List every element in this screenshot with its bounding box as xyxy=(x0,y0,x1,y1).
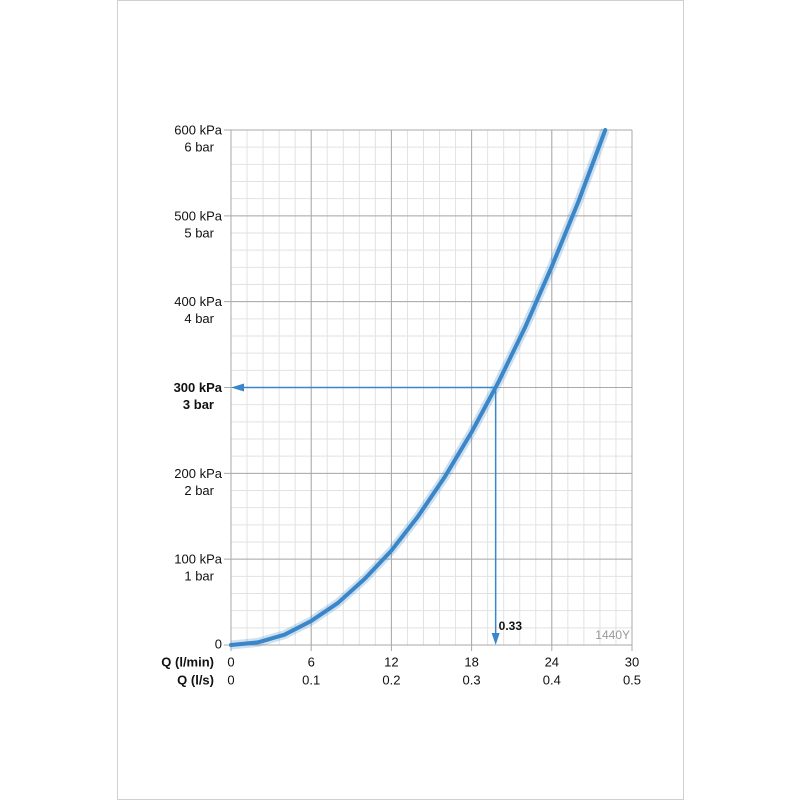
x-tick-label: 30 xyxy=(625,654,639,669)
x2-tick-label: 0.5 xyxy=(623,672,641,687)
x2-tick-label: 0.1 xyxy=(302,672,320,687)
x2-tick-label: 0.4 xyxy=(543,672,561,687)
y2-tick-label: 1 bar xyxy=(184,569,214,584)
x-tick-label: 0 xyxy=(227,654,234,669)
x2-tick-label: 0 xyxy=(227,672,234,687)
y2-tick-label: 4 bar xyxy=(184,311,214,326)
x2-tick-label: 0.3 xyxy=(463,672,481,687)
x-tick-label: 12 xyxy=(384,654,398,669)
y2-tick-label: 6 bar xyxy=(184,139,214,154)
y2-tick-label: 5 bar xyxy=(184,225,214,240)
curve xyxy=(229,128,608,647)
x2-tick-label: 0.2 xyxy=(382,672,400,687)
y-tick-label: 500 kPa xyxy=(174,208,222,223)
y2-tick-label: 3 bar xyxy=(183,397,214,412)
page-card xyxy=(117,0,684,800)
series-name: 1440Y xyxy=(595,628,630,642)
x-tick-label: 6 xyxy=(308,654,315,669)
x-tick-label: 18 xyxy=(464,654,478,669)
x-tick-label: 24 xyxy=(545,654,559,669)
y-tick-label: 0 xyxy=(215,636,222,651)
arrow-head xyxy=(491,633,500,645)
x-axis-label: Q (l/min) xyxy=(161,654,214,669)
arrow-head xyxy=(231,383,244,392)
y2-tick-label: 2 bar xyxy=(184,483,214,498)
y-tick-label: 100 kPa xyxy=(174,552,222,567)
y-tick-label: 600 kPa xyxy=(174,122,222,137)
x2-axis-label: Q (l/s) xyxy=(177,672,214,687)
y-tick-label: 300 kPa xyxy=(174,380,223,395)
y-tick-label: 400 kPa xyxy=(174,294,222,309)
annotation-label: 0.33 xyxy=(499,619,523,633)
y-tick-label: 200 kPa xyxy=(174,466,222,481)
